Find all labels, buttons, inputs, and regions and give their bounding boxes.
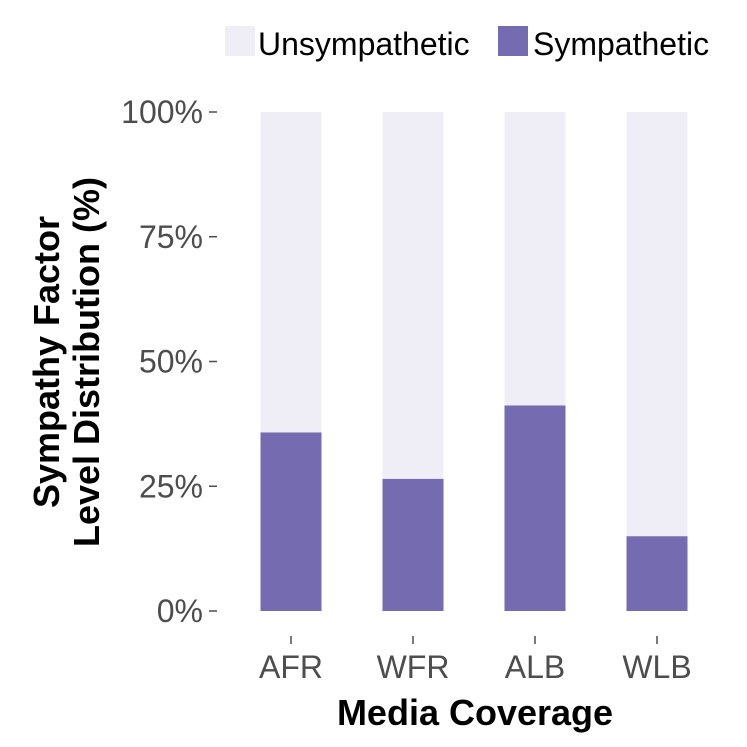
legend: Unsympathetic Sympathetic: [225, 26, 709, 62]
x-tick-label-afr: AFR: [259, 649, 323, 685]
y-tick-label-25: 25%: [139, 468, 203, 504]
x-tick-label-alb: ALB: [505, 649, 565, 685]
y-axis-title: Sympathy Factor Level Distribution (%): [26, 177, 107, 547]
legend-label-unsympathetic: Unsympathetic: [258, 26, 470, 62]
legend-swatch-unsympathetic: [225, 26, 255, 56]
y-axis-title-line-1: Sympathy Factor: [26, 216, 67, 508]
y-tick-label-50: 50%: [139, 344, 203, 380]
y-axis: 0% 25% 50% 75% 100%: [121, 94, 217, 629]
legend-label-sympathetic: Sympathetic: [533, 26, 709, 62]
y-tick-label-100: 100%: [121, 94, 203, 130]
bar-afr-sympathetic: [260, 432, 322, 611]
bars: [260, 112, 688, 611]
x-axis-title: Media Coverage: [337, 692, 613, 733]
bar-alb-unsympathetic: [504, 112, 566, 406]
bar-wlb-sympathetic: [626, 536, 688, 611]
x-tick-label-wfr: WFR: [377, 649, 450, 685]
bar-afr-unsympathetic: [260, 112, 322, 433]
legend-swatch-sympathetic: [498, 26, 528, 56]
x-axis: AFR WFR ALB WLB: [259, 636, 692, 685]
bar-wfr-sympathetic: [382, 478, 444, 611]
y-axis-title-line-2: Level Distribution (%): [66, 177, 107, 547]
bar-wlb-unsympathetic: [626, 112, 688, 537]
y-tick-label-0: 0%: [157, 593, 203, 629]
bar-alb-sympathetic: [504, 405, 566, 611]
x-tick-label-wlb: WLB: [622, 649, 691, 685]
y-tick-label-75: 75%: [139, 219, 203, 255]
bar-wfr-unsympathetic: [382, 112, 444, 479]
